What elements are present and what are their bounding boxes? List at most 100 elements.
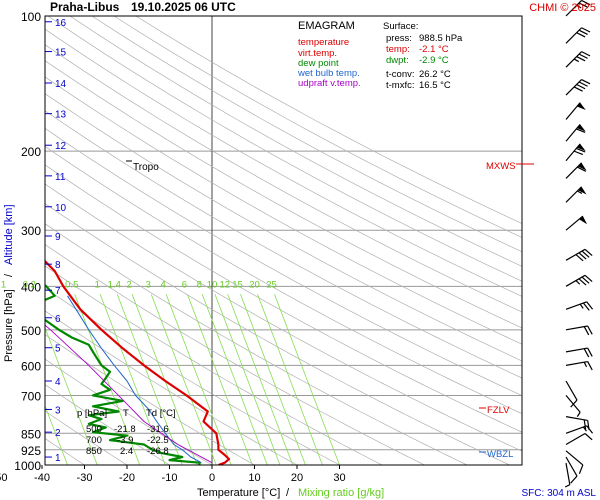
pressure-tick-label: 400 bbox=[21, 280, 41, 294]
mixing-ratio-label: 4 bbox=[160, 279, 165, 290]
temperature-tick-label: 0 bbox=[209, 472, 215, 484]
temperature-tick-label: -50 bbox=[0, 472, 7, 484]
surface-elevation: SFC: 304 m ASL bbox=[522, 488, 597, 499]
wind-barb bbox=[565, 27, 591, 44]
wind-barb bbox=[565, 215, 588, 231]
legend-virt-temp: virt.temp. bbox=[298, 48, 337, 59]
dry-adiabat bbox=[45, 44, 522, 313]
wind-barb bbox=[565, 416, 590, 430]
altitude-tick-label: 12 bbox=[55, 141, 67, 152]
levels-table: p [hPa] T Td [°C] 500 -21.8 -31.6 700 -3… bbox=[77, 408, 176, 457]
wbzl-label: WBZL bbox=[487, 449, 513, 460]
copyright: CHMI © 2025 bbox=[529, 2, 596, 14]
axes bbox=[41, 15, 523, 469]
dry-adiabat bbox=[45, 93, 522, 362]
y-axis-separator: / bbox=[3, 273, 15, 277]
legend-updraft: udpraft v.temp. bbox=[298, 78, 361, 89]
mixing-ratio-label: 0.5 bbox=[65, 279, 78, 290]
dry-adiabat bbox=[113, 16, 522, 238]
surface-tmxfc-value: 16.5 °C bbox=[419, 80, 451, 91]
mixing-ratio-line bbox=[274, 294, 340, 465]
table-cell: -26.8 bbox=[147, 446, 169, 457]
mixing-ratio-label: 0.1 bbox=[0, 279, 6, 290]
y-axis-title-altitude: Altitude [km] bbox=[3, 204, 15, 265]
mixing-ratio-label: 1.4 bbox=[108, 279, 121, 290]
wind-barb bbox=[565, 360, 593, 371]
mixing-ratio-line bbox=[201, 294, 268, 465]
surface-tmxfc-label: t-mxfc: bbox=[386, 80, 415, 91]
dry-adiabat bbox=[45, 28, 522, 297]
surface-press-label: press: bbox=[386, 33, 412, 44]
updraft-series bbox=[45, 324, 213, 464]
chart-title: EMAGRAM bbox=[298, 20, 355, 32]
dry-adiabat bbox=[47, 16, 522, 282]
wind-barb bbox=[565, 450, 584, 474]
pressure-tick-label: 850 bbox=[21, 427, 41, 441]
temperature-tick-label: -20 bbox=[119, 472, 135, 484]
mixing-ratio-line bbox=[150, 294, 217, 465]
dry-adiabat bbox=[45, 358, 213, 465]
table-header-td: Td [°C] bbox=[146, 408, 176, 419]
table-cell: -21.8 bbox=[114, 424, 136, 435]
table-header-t: T bbox=[123, 408, 129, 419]
surface-info: Surface: press: 988.5 hPa temp: -2.1 °C … bbox=[383, 21, 463, 91]
mixing-ratio-label: 6 bbox=[182, 279, 187, 290]
altitude-tick-label: 10 bbox=[55, 203, 67, 214]
mixing-ratio-lines bbox=[45, 294, 340, 465]
axis-tick-labels: 1002003004005006007008509251000-70-60-50… bbox=[0, 10, 346, 484]
mixing-ratio-line bbox=[45, 326, 98, 465]
x-axis-title: Temperature [°C] bbox=[197, 487, 280, 499]
altitude-tick-label: 3 bbox=[55, 405, 61, 416]
pressure-tick-label: 100 bbox=[21, 10, 41, 24]
surface-dwpt-label: dwpt: bbox=[386, 55, 409, 66]
altitude-tick-label: 9 bbox=[55, 232, 61, 243]
pressure-tick-label: 600 bbox=[21, 359, 41, 373]
dew-point-series bbox=[45, 283, 201, 465]
legend-dew-point: dew point bbox=[298, 58, 339, 69]
surface-dwpt-value: -2.9 °C bbox=[419, 55, 449, 66]
profile-series bbox=[45, 259, 231, 465]
wind-barb bbox=[565, 301, 594, 311]
mixing-ratio-line bbox=[165, 294, 232, 465]
mixing-ratio-label: 2 bbox=[126, 279, 131, 290]
pressure-tick-label: 1000 bbox=[14, 459, 41, 473]
temperature-tick-label: -40 bbox=[34, 472, 50, 484]
dry-adiabat bbox=[45, 410, 128, 465]
mixing-ratio-label: 8 bbox=[197, 279, 202, 290]
dry-adiabat bbox=[45, 127, 522, 396]
dry-adiabat bbox=[45, 265, 383, 465]
altitude-tick-label: 13 bbox=[55, 110, 67, 121]
table-cell: 700 bbox=[86, 435, 102, 446]
dry-adiabat bbox=[45, 203, 510, 465]
wind-barb bbox=[565, 186, 587, 203]
wind-barb bbox=[565, 51, 591, 68]
dry-adiabat bbox=[45, 183, 522, 452]
wind-barb bbox=[565, 123, 586, 142]
level-markers: Tropo MXWS FZLV WBZL bbox=[126, 160, 534, 460]
dry-adiabat bbox=[45, 110, 522, 379]
x-axis-separator: / bbox=[286, 487, 290, 499]
dry-adiabat bbox=[45, 145, 522, 415]
wind-barb bbox=[565, 432, 593, 446]
table-header-p: p [hPa] bbox=[77, 408, 107, 419]
wind-barb bbox=[565, 162, 587, 179]
temperature-series bbox=[45, 259, 231, 465]
mixing-ratio-label: 10 bbox=[207, 279, 218, 290]
wind-barb bbox=[565, 274, 593, 287]
altitude-tick-label: 2 bbox=[55, 428, 61, 439]
altitude-tick-label: 8 bbox=[55, 260, 61, 271]
altitude-tick-label: 16 bbox=[55, 18, 67, 29]
station-name: Praha-Libus bbox=[50, 0, 120, 14]
wind-barbs bbox=[564, 0, 594, 488]
table-cell: -3.9 bbox=[117, 435, 133, 446]
altitude-tick-label: 14 bbox=[55, 79, 67, 90]
legend-wet-bulb: wet bulb temp. bbox=[297, 68, 360, 79]
plot-frame bbox=[44, 15, 523, 466]
temperature-tick-label: 30 bbox=[333, 472, 345, 484]
altitude-tick-label: 7 bbox=[55, 286, 61, 297]
dry-adiabat bbox=[45, 223, 468, 465]
mixing-ratio-line bbox=[240, 294, 306, 465]
dry-adiabat bbox=[69, 16, 522, 267]
mixing-ratio-line bbox=[187, 294, 253, 465]
wind-barb bbox=[565, 347, 593, 358]
